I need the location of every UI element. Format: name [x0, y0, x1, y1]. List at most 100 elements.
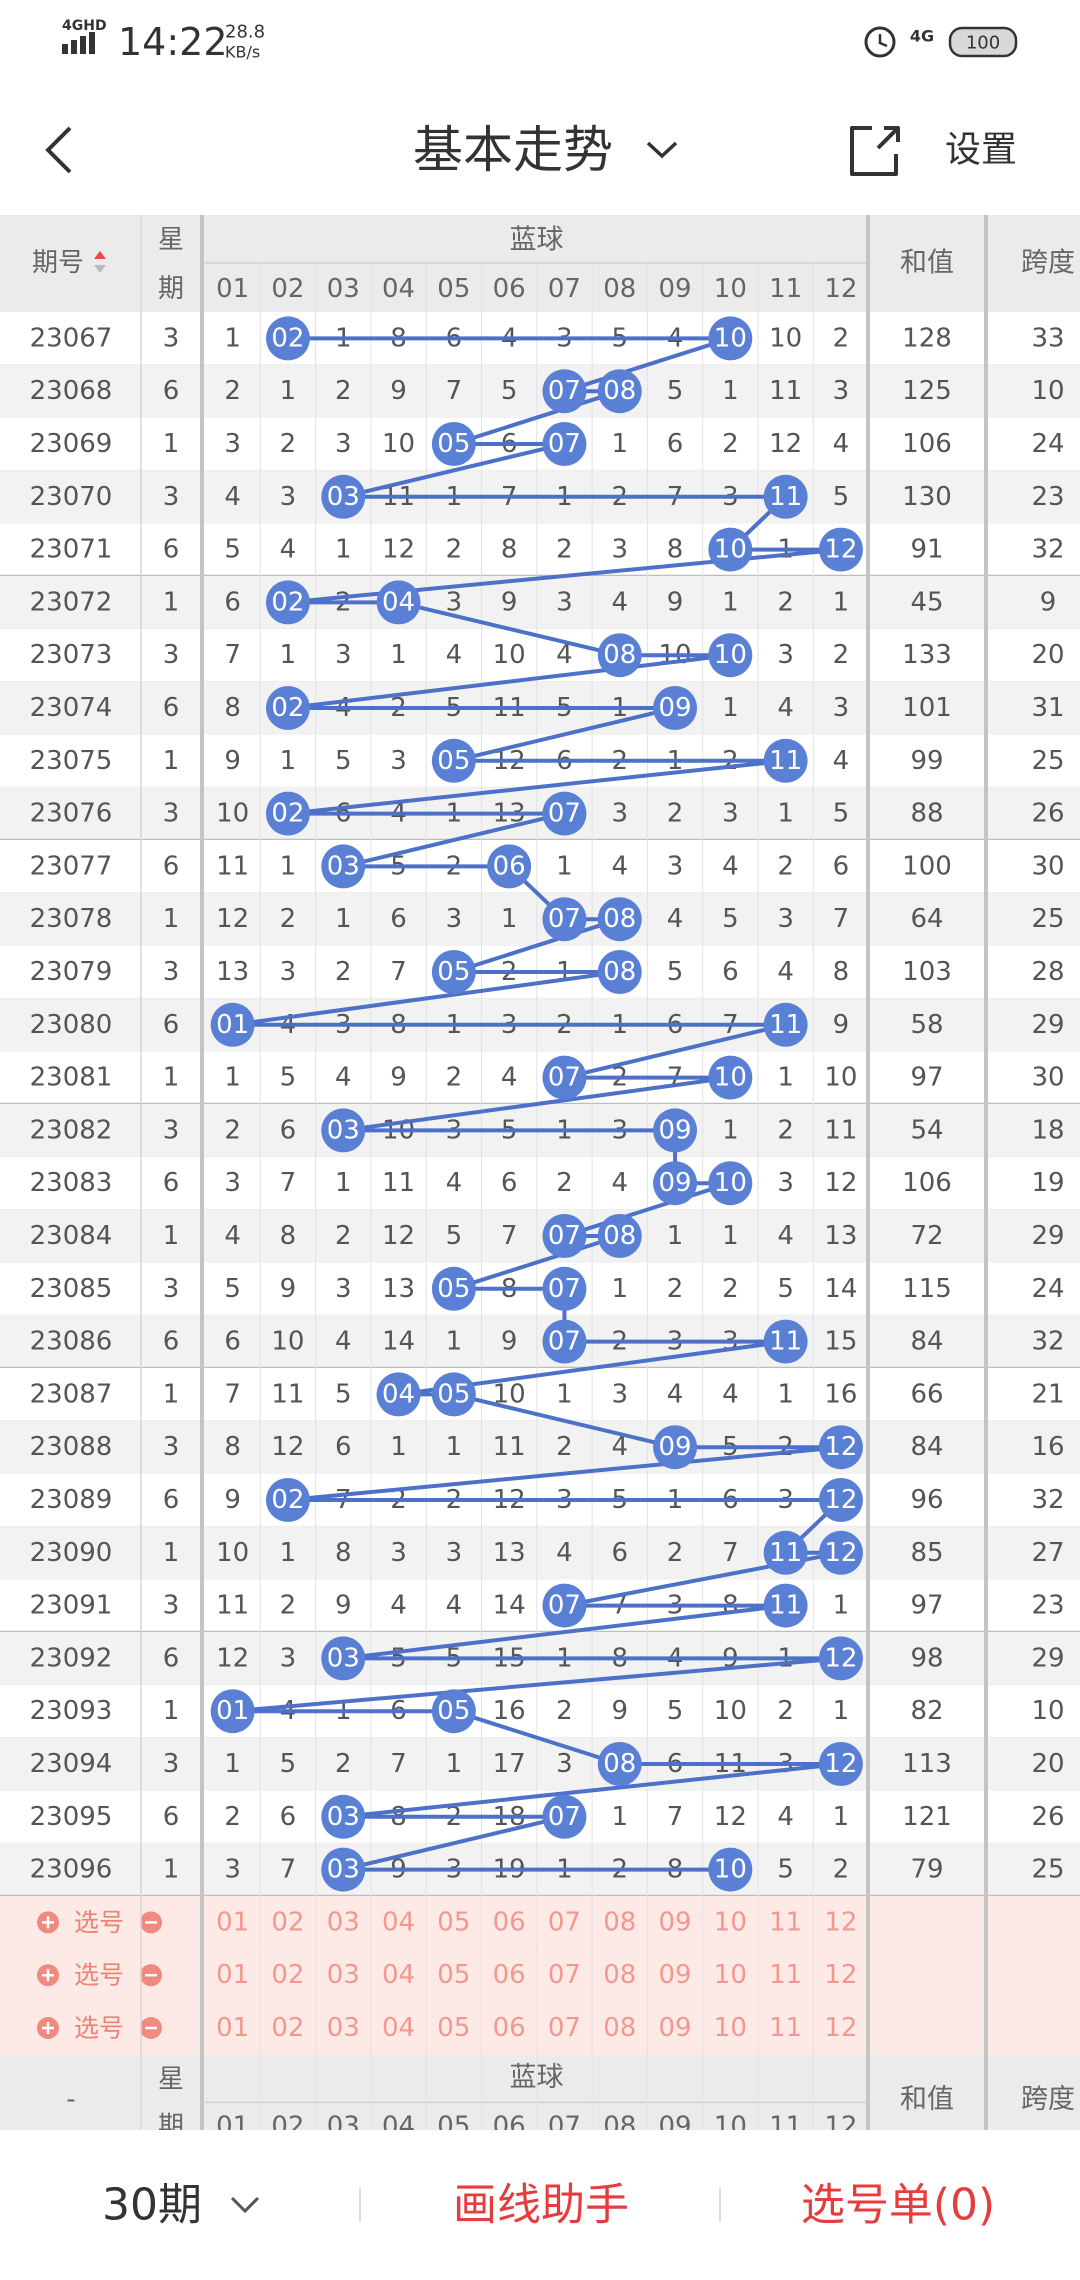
weekday: 1	[163, 1696, 180, 1726]
pick-ball[interactable]: 01	[216, 2013, 249, 2043]
pick-ball[interactable]: 05	[437, 1907, 470, 1937]
omission: 2	[280, 904, 297, 934]
omission: 4	[777, 1802, 794, 1832]
pick-ball[interactable]: 07	[548, 1907, 581, 1937]
period: 23076	[30, 799, 113, 829]
ball	[542, 1214, 587, 1258]
pick-ball[interactable]: 06	[493, 1907, 526, 1937]
row-bg	[0, 523, 1080, 576]
pick-ball[interactable]: 11	[769, 2013, 802, 2043]
weekday: 3	[163, 640, 180, 670]
pick-ball[interactable]: 11	[769, 1960, 802, 1990]
ball-number: 02	[271, 799, 304, 829]
omission: 1	[446, 1327, 463, 1357]
omission: 2	[335, 1749, 352, 1779]
pick-ball[interactable]: 12	[824, 2013, 857, 2043]
span: 23	[1031, 1591, 1064, 1621]
pick-ball[interactable]: 02	[271, 2013, 304, 2043]
omission: 5	[335, 746, 352, 776]
sum: 45	[910, 587, 943, 617]
ball-number: 10	[714, 535, 747, 565]
battery	[948, 26, 1018, 58]
pick-ball[interactable]: 11	[769, 1907, 802, 1937]
ball-number: 03	[327, 1855, 360, 1885]
title-dropdown[interactable]	[646, 141, 678, 159]
sum-header: 和值	[900, 2084, 954, 2115]
span: 24	[1031, 1274, 1064, 1304]
omission: 3	[611, 1379, 628, 1409]
row-bg	[0, 840, 1080, 893]
settings-button[interactable]: 设置	[945, 130, 1017, 171]
pick-ball[interactable]: 08	[603, 1960, 636, 1990]
omission: 2	[667, 799, 684, 829]
omission: 11	[824, 1115, 857, 1145]
pick-ball[interactable]: 01	[216, 1960, 249, 1990]
back-button[interactable]	[45, 126, 72, 174]
pick-ball[interactable]: 04	[382, 2013, 415, 2043]
pick-ball[interactable]: 10	[714, 2013, 747, 2043]
pick-ball[interactable]: 09	[659, 2013, 692, 2043]
omission: 5	[280, 1063, 297, 1093]
pick-ball[interactable]: 02	[271, 1960, 304, 1990]
ball	[487, 844, 532, 889]
omission: 1	[446, 1432, 463, 1462]
pick-ball[interactable]: 10	[714, 1960, 747, 1990]
omission: 7	[224, 640, 241, 670]
pick-ball[interactable]: 03	[327, 2013, 360, 2043]
pick-list-button[interactable]: 选号单(0)	[801, 2180, 995, 2231]
omission: 2	[556, 1168, 573, 1198]
span: 32	[1031, 1485, 1064, 1515]
pick-ball[interactable]: 08	[603, 1907, 636, 1937]
ball	[542, 791, 587, 836]
share-button[interactable]	[850, 126, 900, 176]
pick-row-bg	[0, 1948, 1080, 2002]
weekday: 1	[163, 904, 180, 934]
pick-ball[interactable]: 10	[714, 1907, 747, 1937]
ball	[818, 1478, 863, 1522]
pick-ball[interactable]: 06	[493, 2013, 526, 2043]
sum: 96	[910, 1485, 943, 1515]
pick-ball[interactable]: 09	[659, 1960, 692, 1990]
period-header[interactable]: 期号	[32, 248, 84, 278]
omission: 1	[833, 1802, 850, 1832]
period: 23094	[30, 1749, 113, 1779]
weekday: 3	[163, 482, 180, 512]
sum: 133	[902, 640, 952, 670]
ball-number: 05	[437, 1696, 470, 1726]
pick-ball[interactable]: 06	[493, 1960, 526, 1990]
pick-ball[interactable]: 05	[437, 2013, 470, 2043]
ball-number: 05	[437, 957, 470, 987]
footer-period: -	[66, 2084, 75, 2114]
omission: 3	[335, 1274, 352, 1304]
pick-ball[interactable]: 03	[327, 1960, 360, 1990]
omission: 2	[224, 1115, 241, 1145]
sum: 106	[902, 429, 952, 459]
pick-ball[interactable]: 01	[216, 1907, 249, 1937]
pick-ball[interactable]: 07	[548, 2013, 581, 2043]
pick-ball[interactable]: 03	[327, 1907, 360, 1937]
sum: 97	[910, 1591, 943, 1621]
ball	[542, 1794, 587, 1839]
ball-number: 06	[493, 851, 526, 881]
pick-ball[interactable]: 08	[603, 2013, 636, 2043]
pick-ball[interactable]: 12	[824, 1907, 857, 1937]
pick-ball[interactable]: 05	[437, 1960, 470, 1990]
pick-ball[interactable]: 12	[824, 1960, 857, 1990]
pick-ball[interactable]: 04	[382, 1907, 415, 1937]
period-count[interactable]: 30期	[102, 2180, 202, 2231]
pick-ball[interactable]: 09	[659, 1907, 692, 1937]
pick-ball[interactable]: 07	[548, 1960, 581, 1990]
omission: 2	[335, 1221, 352, 1251]
omission: 2	[446, 535, 463, 565]
ball	[265, 1478, 310, 1522]
omission: 2	[777, 587, 794, 617]
draw-helper-button[interactable]: 画线助手	[453, 2180, 629, 2231]
bottom-bar	[0, 2130, 1080, 2280]
pick-ball[interactable]: 04	[382, 1960, 415, 1990]
ball-number: 07	[548, 1221, 581, 1251]
omission: 3	[280, 1643, 297, 1673]
omission: 9	[611, 1696, 628, 1726]
omission: 2	[224, 376, 241, 406]
pick-ball[interactable]: 02	[271, 1907, 304, 1937]
span: 28	[1031, 957, 1064, 987]
